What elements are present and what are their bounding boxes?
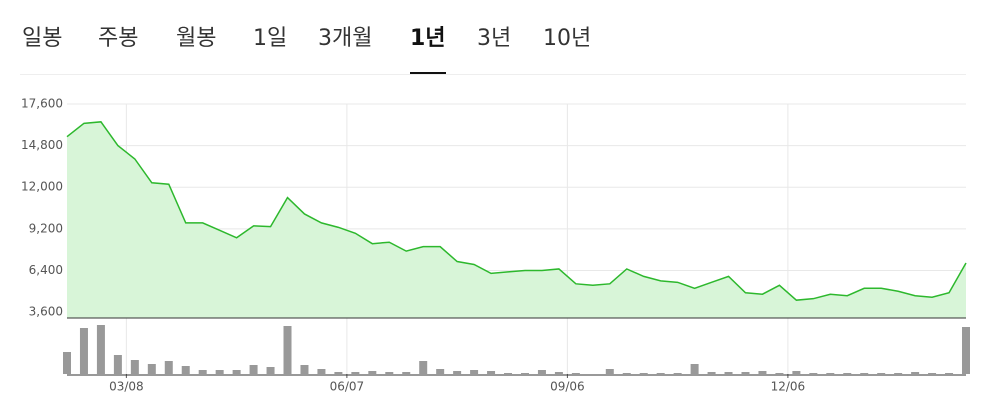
price-line	[66, 121, 967, 301]
volume-bar	[690, 364, 699, 374]
volume-bar	[130, 360, 139, 374]
x-tick-label: 09/06	[550, 380, 585, 394]
tab[interactable]: 일봉	[22, 26, 63, 51]
period-tabs: 일봉 주봉 월봉 1일 3개월 1년 3년 10년	[0, 0, 987, 75]
volume-bar	[520, 373, 529, 374]
separator	[20, 74, 966, 75]
volume-bar	[266, 367, 275, 374]
y-tick-label: 12,000	[21, 180, 63, 194]
volume-bar	[385, 372, 394, 374]
volume-bar	[113, 355, 122, 374]
tab-selected[interactable]: 1년	[410, 20, 446, 74]
volume-bar	[843, 373, 852, 374]
volume-bar	[402, 372, 411, 374]
volume-bar	[554, 372, 563, 374]
volume-bar	[419, 361, 428, 374]
volume-bar	[928, 373, 937, 374]
volume-bar	[453, 371, 462, 374]
volume-bar	[605, 369, 614, 374]
volume-bar	[894, 373, 903, 374]
y-tick-label: 14,800	[21, 138, 63, 152]
volume-bar	[63, 352, 71, 374]
volume-bar	[504, 373, 513, 374]
volume-bar	[79, 328, 88, 374]
volume-bar	[537, 370, 546, 374]
volume-bar	[741, 372, 750, 374]
y-tick-label: 9,200	[29, 221, 63, 235]
volume-bar	[232, 370, 241, 374]
tab[interactable]: 3개월	[318, 26, 373, 51]
x-tick-label: 03/08	[109, 380, 144, 394]
tab[interactable]: 10년	[543, 26, 592, 51]
volume-bar	[198, 370, 207, 374]
volume-bar	[945, 373, 954, 374]
volume-bar	[436, 369, 445, 374]
volume-bar	[249, 365, 258, 374]
volume-bar	[317, 369, 326, 374]
volume-bar	[368, 371, 377, 374]
volume-bar	[470, 370, 479, 374]
volume-bar	[300, 365, 309, 374]
tab[interactable]: 3년	[477, 26, 512, 51]
y-tick-label: 3,600	[29, 305, 63, 319]
volume-bar	[724, 372, 733, 374]
tab[interactable]: 주봉	[98, 26, 139, 51]
volume-bar	[809, 373, 818, 374]
tab[interactable]: 1일	[253, 26, 288, 51]
y-tick-label: 6,400	[29, 263, 63, 277]
volume-bar	[656, 373, 665, 374]
volume-bar	[283, 326, 292, 374]
x-tick-label: 12/06	[771, 380, 806, 394]
volume-bar	[792, 371, 801, 374]
volume-bar	[351, 372, 360, 374]
x-tick-label: 06/07	[330, 380, 365, 394]
volume-bar	[334, 372, 343, 374]
volume-bar	[877, 373, 886, 374]
volume-bar	[487, 371, 496, 374]
volume-bar	[622, 373, 631, 374]
volume-bar	[962, 327, 970, 374]
volume-bar	[673, 373, 682, 374]
volume-bar	[707, 372, 716, 374]
volume-bar	[181, 366, 190, 374]
volume-bar	[911, 372, 920, 374]
volume-bar	[96, 325, 105, 374]
volume-bar	[164, 361, 173, 374]
tab[interactable]: 월봉	[176, 26, 217, 51]
volume-bar	[775, 373, 784, 374]
volume-bar	[215, 370, 224, 374]
y-tick-label: 17,600	[21, 97, 63, 111]
volume-bar	[147, 364, 156, 374]
volume-bar	[860, 373, 869, 374]
volume-bar	[826, 373, 835, 374]
volume-bar	[758, 371, 767, 374]
volume-bar	[639, 373, 648, 374]
volume-bar	[571, 373, 580, 374]
area	[67, 121, 966, 318]
